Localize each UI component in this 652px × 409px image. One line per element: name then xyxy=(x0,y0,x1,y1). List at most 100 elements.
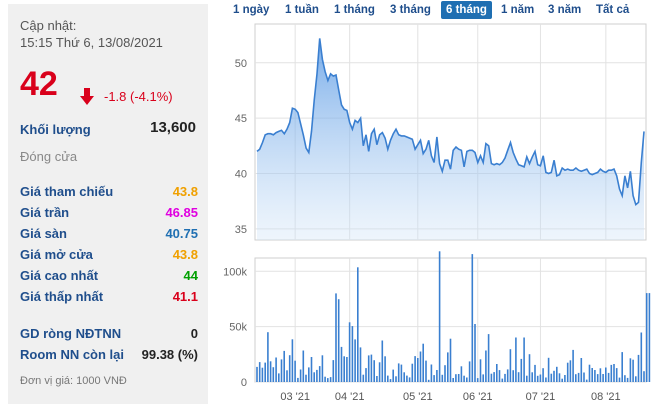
volume-bar xyxy=(575,374,577,382)
updated-label: Cập nhật: xyxy=(20,18,77,33)
price-y-tick: 40 xyxy=(235,169,247,181)
volume-bar xyxy=(286,370,288,382)
price-row-value: 43.8 xyxy=(172,184,198,199)
range-tab[interactable]: 3 năm xyxy=(548,4,582,16)
volume-bar xyxy=(346,357,348,382)
volume-bar xyxy=(588,364,591,382)
current-price: 42 xyxy=(20,65,58,103)
volume-bar xyxy=(348,322,351,382)
volume-bar xyxy=(278,373,280,382)
volume-bar xyxy=(485,350,487,382)
volume-bar xyxy=(474,324,476,382)
volume-bar xyxy=(517,372,520,382)
volume-bar xyxy=(534,364,536,382)
volume-bar xyxy=(302,350,305,382)
price-area xyxy=(257,38,644,241)
volume-bar xyxy=(610,364,613,382)
volume-bar xyxy=(280,359,283,382)
volume-bar xyxy=(476,378,479,382)
price-row-label: Giá mở cửa xyxy=(20,247,93,262)
volume-bar xyxy=(422,343,424,382)
price-row-label: Giá thấp nhất xyxy=(20,289,104,304)
volume-bar xyxy=(275,357,277,382)
volume-bar xyxy=(493,372,495,382)
volume-bar xyxy=(479,359,482,382)
volume-bar xyxy=(430,364,433,382)
volume-bar xyxy=(632,359,634,382)
foreign-row-value: 0 xyxy=(190,326,198,341)
volume-bar xyxy=(566,362,569,382)
volume-bar xyxy=(376,376,378,382)
volume-bar xyxy=(599,368,602,382)
volume-bar xyxy=(615,368,618,382)
x-tick-label: 06 '21 xyxy=(463,391,493,403)
volume-bar xyxy=(340,346,343,382)
price-row-label: Giá cao nhất xyxy=(20,268,99,283)
volume-bar xyxy=(452,378,454,382)
range-tab[interactable]: 1 năm xyxy=(501,4,535,16)
volume-bar xyxy=(258,362,261,382)
x-tick-label: 07 '21 xyxy=(526,391,556,403)
volume-bar xyxy=(297,377,299,382)
range-tab[interactable]: 6 tháng xyxy=(441,1,492,19)
volume-bar xyxy=(378,362,381,382)
volume-bar xyxy=(463,375,465,382)
price-row: Giá sàn 40.75 xyxy=(20,226,198,241)
volume-bar xyxy=(621,352,623,382)
price-row-label: Giá trần xyxy=(20,205,70,220)
volume-label: Khối lượng xyxy=(20,122,91,137)
price-row: Giá trần 46.85 xyxy=(20,205,198,220)
range-tab[interactable]: 1 tháng xyxy=(334,4,375,16)
volume-bar xyxy=(343,356,345,382)
price-row: Giá tham chiếu 43.8 xyxy=(20,184,198,199)
volume-bar xyxy=(318,366,321,382)
volume-bar xyxy=(558,373,561,382)
volume-bar xyxy=(466,377,468,382)
volume-bar xyxy=(561,378,563,382)
price-y-tick: 35 xyxy=(235,224,247,236)
price-panel-frame xyxy=(254,23,647,241)
volume-bar xyxy=(427,379,430,382)
volume-bar xyxy=(572,349,574,382)
volume-bar xyxy=(457,374,460,382)
volume-bar xyxy=(556,366,558,382)
x-tick-label: 03 '21 xyxy=(280,391,310,403)
range-tab[interactable]: 1 ngày xyxy=(233,4,270,16)
range-tab[interactable]: Tất cả xyxy=(596,4,630,16)
volume-panel-frame xyxy=(254,257,647,383)
volume-bar xyxy=(471,254,474,382)
range-tab[interactable]: 3 tháng xyxy=(390,4,431,16)
volume-bar xyxy=(283,350,285,382)
price-row-value: 40.75 xyxy=(165,226,198,241)
volume-y-tick: 100k xyxy=(223,266,247,278)
volume-bar xyxy=(261,367,264,382)
price-row-value: 46.85 xyxy=(165,205,198,220)
volume-bar xyxy=(397,363,400,382)
volume-bar xyxy=(310,357,313,382)
price-row-label: Giá tham chiếu xyxy=(20,184,114,199)
volume-bar xyxy=(602,374,604,382)
price-row: Giá mở cửa 43.8 xyxy=(20,247,198,262)
volume-bar xyxy=(504,373,506,382)
volume-bar xyxy=(329,377,332,382)
volume-bar xyxy=(539,374,542,382)
volume-bar xyxy=(447,352,449,382)
volume-bar xyxy=(387,375,389,382)
volume-bar xyxy=(643,371,645,382)
volume-bar xyxy=(316,369,318,382)
volume-bar xyxy=(596,374,599,382)
volume-bar xyxy=(501,378,504,382)
volume-bar xyxy=(512,370,514,382)
volume-bar xyxy=(645,293,648,382)
volume-bar xyxy=(411,363,414,382)
volume-bar xyxy=(618,377,621,382)
volume-bar xyxy=(637,354,640,382)
volume-bar xyxy=(389,379,392,382)
range-tab[interactable]: 1 tuần xyxy=(285,4,319,16)
volume-bar xyxy=(635,376,637,382)
volume-bar xyxy=(400,364,403,382)
foreign-row: Room NN còn lại 99.38 (%) xyxy=(20,347,198,362)
volume-bar xyxy=(256,366,258,382)
volume-bar xyxy=(327,378,329,382)
updated-time: 15:15 Thứ 6, 13/08/2021 xyxy=(20,35,163,50)
